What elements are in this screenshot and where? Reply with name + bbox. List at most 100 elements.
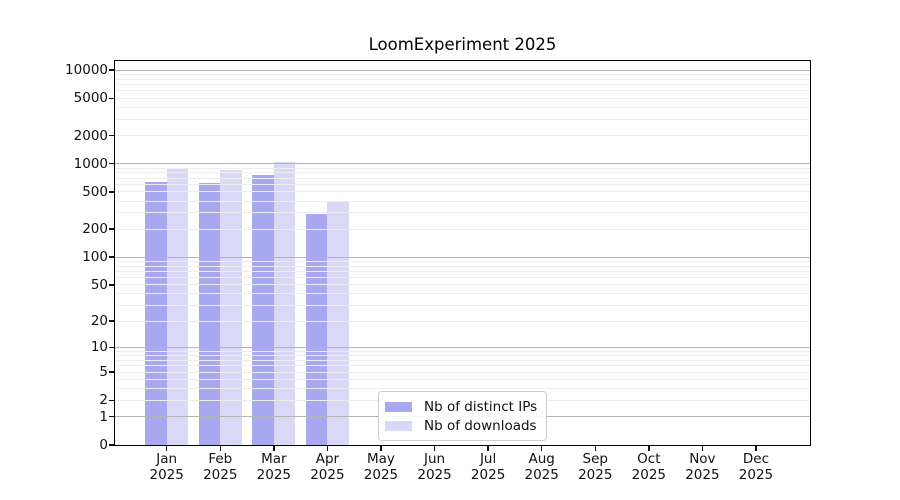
y-tick-label: 1000: [73, 155, 108, 172]
x-tick-mark: [433, 446, 436, 451]
y-tick-label: 10: [90, 339, 108, 356]
y-tick-mark: [108, 416, 114, 418]
x-tick-label-year: 2025: [470, 466, 506, 483]
gridline-major: [115, 69, 810, 71]
bar-downloads-apr: [327, 202, 349, 445]
gridline-minor: [115, 371, 810, 373]
gridline-minor: [115, 106, 810, 108]
x-tick-label-month: Dec: [742, 451, 770, 467]
y-tick-mark: [108, 371, 114, 373]
legend-label-distinct-ips: Nb of distinct IPs: [424, 398, 538, 415]
gridline-major: [115, 346, 810, 348]
x-tick-label-year: 2025: [524, 466, 559, 483]
gridline-major: [115, 256, 810, 258]
x-tick-label-month: Jun: [424, 451, 446, 467]
x-tick-label-year: 2025: [631, 466, 666, 483]
x-tick-label-year: 2025: [578, 466, 613, 483]
legend-item-downloads: Nb of downloads: [385, 416, 537, 435]
y-tick-mark: [108, 191, 114, 193]
x-tick-label: Aug 2025: [510, 451, 574, 483]
y-tick-mark: [108, 346, 114, 349]
x-tick-label-year: 2025: [256, 466, 291, 483]
x-tick-mark: [755, 446, 757, 451]
x-tick-mark: [380, 446, 382, 451]
gridline-minor: [115, 365, 810, 367]
y-tick-label: 500: [82, 183, 108, 200]
x-tick-label-year: 2025: [417, 466, 452, 483]
gridline-minor: [115, 293, 810, 295]
gridline-minor: [115, 212, 810, 214]
legend: Nb of distinct IPs Nb of downloads: [378, 391, 548, 441]
gridline-minor: [115, 90, 810, 92]
x-tick-label-month: Oct: [637, 451, 661, 467]
x-tick-mark: [273, 446, 275, 451]
y-tick-label: 0: [99, 437, 108, 453]
x-tick-mark: [487, 446, 489, 451]
x-tick-label-month: Feb: [208, 451, 233, 467]
x-tick-mark: [166, 446, 168, 451]
x-tick-mark: [326, 446, 329, 451]
top-spine: [113, 59, 812, 61]
gridline-minor: [115, 270, 810, 272]
y-tick-label: 2: [99, 392, 108, 409]
x-tick-mark: [219, 446, 221, 451]
x-tick-label: Apr 2025: [295, 451, 359, 483]
x-tick-label-month: Aug: [528, 451, 555, 467]
y-tick-mark: [108, 134, 114, 137]
bar-downloads-jan: [166, 168, 189, 445]
x-tick-label-month: Mar: [261, 451, 287, 467]
x-tick-label: Dec 2025: [724, 451, 788, 483]
legend-item-distinct-ips: Nb of distinct IPs: [385, 397, 537, 416]
bottom-spine: [113, 445, 812, 447]
y-tick-label: 20: [90, 313, 108, 330]
gridline-minor: [115, 355, 810, 356]
gridline-minor: [115, 172, 810, 174]
x-tick-label: May 2025: [349, 451, 413, 483]
bar-distinct-ips-jan: [145, 181, 167, 445]
y-tick-label: 5000: [73, 90, 108, 107]
y-tick-mark: [108, 228, 114, 230]
y-tick-mark: [108, 284, 114, 286]
y-tick-label: 2000: [73, 127, 108, 144]
x-tick-label-year: 2025: [149, 466, 184, 483]
gridline-major: [115, 163, 810, 165]
y-tick-label: 10000: [65, 62, 108, 78]
y-tick-label: 200: [82, 221, 108, 238]
gridline-minor: [115, 184, 810, 185]
x-tick-label-year: 2025: [310, 466, 345, 483]
x-tick-mark: [701, 446, 704, 451]
x-tick-label: Sep 2025: [563, 451, 627, 483]
gridline-minor: [115, 177, 810, 179]
y-tick-label: 5: [99, 364, 108, 381]
x-tick-label-month: Jan: [156, 451, 178, 467]
x-tick-label: Jan 2025: [135, 451, 199, 483]
gridline-minor: [115, 379, 810, 380]
x-tick-label-month: May: [367, 451, 395, 467]
chart-title: LoomExperiment 2025: [368, 35, 557, 54]
x-tick-label-year: 2025: [685, 466, 720, 483]
x-tick-label: Jun 2025: [403, 451, 467, 483]
gridline-minor: [115, 277, 810, 279]
y-tick-mark: [108, 320, 114, 322]
gridline-minor: [115, 320, 810, 322]
y-tick-mark: [108, 399, 114, 401]
gridline-minor: [115, 97, 810, 99]
y-tick-mark: [108, 256, 114, 258]
x-tick-label-year: 2025: [203, 466, 238, 483]
y-tick-mark: [108, 444, 114, 446]
gridline-minor: [115, 191, 810, 193]
bar-distinct-ips-mar: [252, 174, 274, 445]
x-tick-label: Oct 2025: [617, 451, 681, 483]
x-tick-label: Nov 2025: [670, 451, 734, 483]
y-tick-label: 50: [90, 276, 108, 293]
x-tick-label-month: Nov: [689, 451, 716, 467]
y-tick-mark: [108, 69, 114, 71]
gridline-minor: [115, 388, 810, 390]
x-tick-label: Feb 2025: [188, 451, 252, 483]
gridline-minor: [115, 359, 810, 361]
x-tick-mark: [648, 446, 650, 451]
gridline-minor: [115, 135, 810, 136]
y-tick-label: 100: [82, 249, 108, 266]
gridline-minor: [115, 265, 810, 267]
